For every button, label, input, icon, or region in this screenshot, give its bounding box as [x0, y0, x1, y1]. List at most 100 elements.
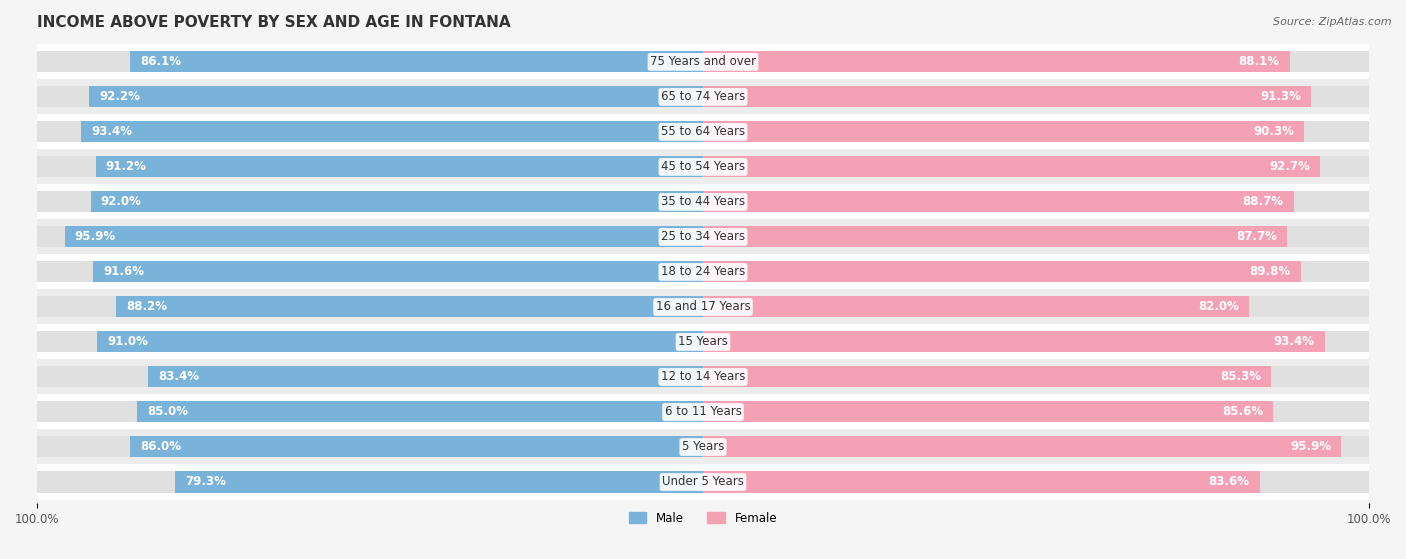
Text: 86.1%: 86.1%	[139, 55, 181, 68]
Bar	[703, 331, 1324, 353]
Bar	[703, 401, 1272, 423]
Bar	[37, 395, 1369, 429]
Text: 93.4%: 93.4%	[1274, 335, 1315, 348]
Bar	[703, 51, 1289, 73]
Text: 5 Years: 5 Years	[682, 440, 724, 453]
Bar	[703, 262, 1301, 282]
Bar	[96, 157, 703, 177]
Bar	[703, 367, 1271, 387]
Bar	[129, 51, 703, 73]
Text: 83.4%: 83.4%	[157, 371, 198, 383]
Text: 85.6%: 85.6%	[1222, 405, 1263, 419]
Bar	[89, 87, 703, 107]
Bar	[703, 87, 1310, 107]
Bar	[703, 191, 1294, 212]
Text: 90.3%: 90.3%	[1253, 125, 1294, 139]
Text: Under 5 Years: Under 5 Years	[662, 476, 744, 489]
Bar	[37, 79, 1369, 115]
Bar	[90, 191, 703, 212]
Bar	[37, 331, 703, 353]
Text: 91.6%: 91.6%	[103, 266, 145, 278]
Bar	[37, 149, 1369, 184]
Bar	[37, 290, 1369, 324]
Text: 65 to 74 Years: 65 to 74 Years	[661, 91, 745, 103]
Text: 75 Years and over: 75 Years and over	[650, 55, 756, 68]
Bar	[65, 226, 703, 248]
Bar	[37, 121, 703, 143]
Bar	[97, 331, 703, 353]
Text: 92.0%: 92.0%	[100, 196, 142, 209]
Text: 92.7%: 92.7%	[1270, 160, 1310, 173]
Bar	[115, 296, 703, 318]
Text: 83.6%: 83.6%	[1209, 476, 1250, 489]
Bar	[703, 87, 1369, 107]
Text: 87.7%: 87.7%	[1236, 230, 1277, 243]
Bar	[37, 296, 703, 318]
Text: 88.1%: 88.1%	[1239, 55, 1279, 68]
Bar	[703, 191, 1369, 212]
Text: 12 to 14 Years: 12 to 14 Years	[661, 371, 745, 383]
Bar	[37, 157, 703, 177]
Bar	[37, 44, 1369, 79]
Text: 91.0%: 91.0%	[107, 335, 148, 348]
Text: 45 to 54 Years: 45 to 54 Years	[661, 160, 745, 173]
Text: 18 to 24 Years: 18 to 24 Years	[661, 266, 745, 278]
Bar	[703, 121, 1369, 143]
Bar	[82, 121, 703, 143]
Text: 89.8%: 89.8%	[1250, 266, 1291, 278]
Bar	[37, 324, 1369, 359]
Text: 95.9%: 95.9%	[75, 230, 115, 243]
Text: 16 and 17 Years: 16 and 17 Years	[655, 300, 751, 314]
Text: 15 Years: 15 Years	[678, 335, 728, 348]
Bar	[37, 87, 703, 107]
Bar	[703, 401, 1369, 423]
Bar	[37, 471, 703, 492]
Bar	[37, 184, 1369, 220]
Bar	[37, 220, 1369, 254]
Bar	[176, 471, 703, 492]
Bar	[37, 401, 703, 423]
Text: 79.3%: 79.3%	[186, 476, 226, 489]
Bar	[148, 367, 703, 387]
Text: 93.4%: 93.4%	[91, 125, 132, 139]
Text: 88.2%: 88.2%	[125, 300, 167, 314]
Text: 88.7%: 88.7%	[1243, 196, 1284, 209]
Bar	[703, 226, 1286, 248]
Text: 85.3%: 85.3%	[1220, 371, 1261, 383]
Text: 35 to 44 Years: 35 to 44 Years	[661, 196, 745, 209]
Text: Source: ZipAtlas.com: Source: ZipAtlas.com	[1274, 17, 1392, 27]
Text: 25 to 34 Years: 25 to 34 Years	[661, 230, 745, 243]
Text: 6 to 11 Years: 6 to 11 Years	[665, 405, 741, 419]
Text: 85.0%: 85.0%	[148, 405, 188, 419]
Bar	[37, 465, 1369, 500]
Bar	[703, 296, 1369, 318]
Bar	[703, 437, 1369, 457]
Bar	[37, 429, 1369, 465]
Bar	[703, 296, 1249, 318]
Bar	[37, 367, 703, 387]
Text: 95.9%: 95.9%	[1291, 440, 1331, 453]
Bar	[703, 331, 1369, 353]
Text: INCOME ABOVE POVERTY BY SEX AND AGE IN FONTANA: INCOME ABOVE POVERTY BY SEX AND AGE IN F…	[37, 15, 510, 30]
Text: 92.2%: 92.2%	[100, 91, 141, 103]
Bar	[703, 51, 1369, 73]
Bar	[131, 437, 703, 457]
Bar	[37, 359, 1369, 395]
Bar	[37, 115, 1369, 149]
Bar	[703, 121, 1305, 143]
Text: 82.0%: 82.0%	[1198, 300, 1239, 314]
Bar	[93, 262, 703, 282]
Bar	[37, 437, 703, 457]
Text: 86.0%: 86.0%	[141, 440, 181, 453]
Bar	[37, 51, 703, 73]
Bar	[703, 157, 1320, 177]
Bar	[703, 262, 1369, 282]
Bar	[703, 471, 1369, 492]
Text: 91.3%: 91.3%	[1260, 91, 1301, 103]
Bar	[37, 262, 703, 282]
Bar	[703, 367, 1369, 387]
Bar	[703, 437, 1341, 457]
Bar	[37, 254, 1369, 290]
Text: 55 to 64 Years: 55 to 64 Years	[661, 125, 745, 139]
Bar	[703, 226, 1369, 248]
